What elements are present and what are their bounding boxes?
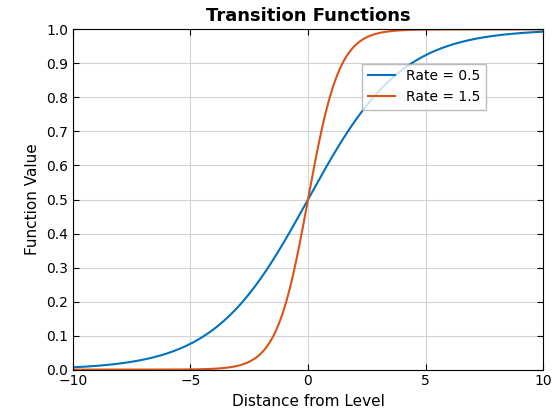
Rate = 1.5 [277,318,283,323]
Rate = 1.5 [445,27,451,32]
Line: Rate = 1.5: Rate = 1.5 [73,29,543,370]
Rate = 1.5 [69,367,76,372]
Rate = 1.5 [118,367,124,372]
Legend: Rate = 0.5, Rate = 1.5: Rate = 0.5, Rate = 1.5 [362,63,486,110]
Rate = 1.5 [540,27,547,32]
Line: Rate = 0.5: Rate = 0.5 [73,32,543,368]
Rate = 0.5 [260,273,267,278]
Rate = 0.5 [277,246,283,251]
Rate = 0.5 [540,29,547,34]
Rate = 0.5 [393,72,399,77]
Rate = 1.5 [260,349,267,354]
Rate = 0.5 [69,365,76,370]
Rate = 0.5 [436,47,443,52]
Rate = 1.5 [393,28,399,33]
Rate = 1.5 [436,27,443,32]
Rate = 0.5 [445,43,451,48]
Title: Transition Functions: Transition Functions [206,7,410,25]
X-axis label: Distance from Level: Distance from Level [232,394,384,409]
Y-axis label: Function Value: Function Value [25,144,40,255]
Rate = 0.5 [118,361,124,366]
